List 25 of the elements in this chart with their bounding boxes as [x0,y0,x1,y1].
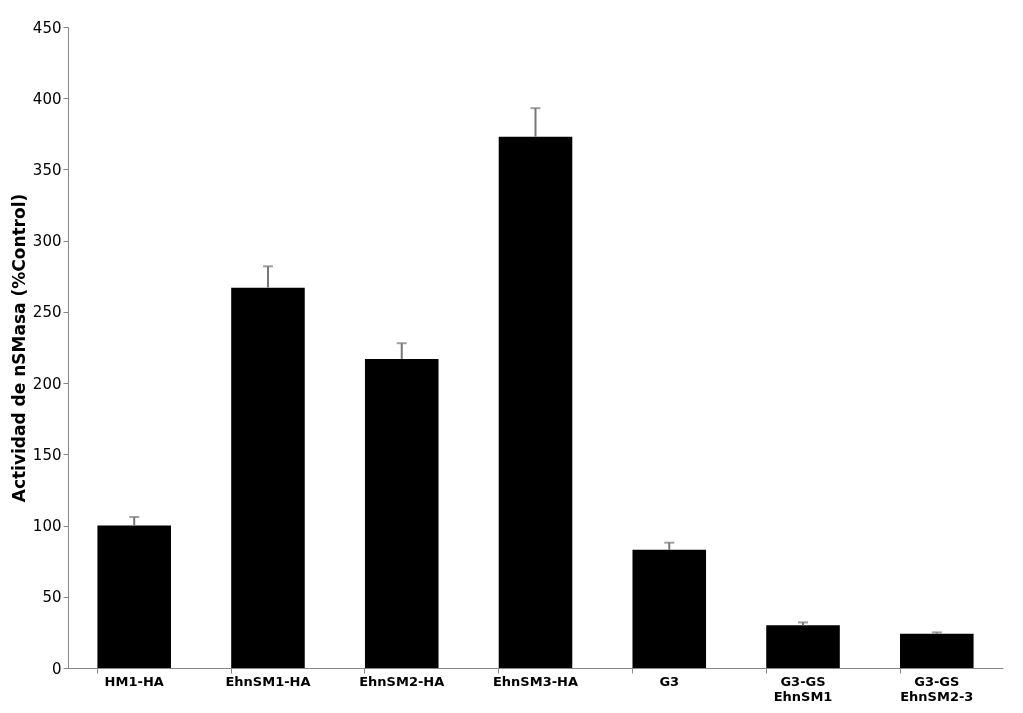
y-tick-label: 350 [32,160,62,179]
x-tick-label: G3 [659,673,680,689]
y-tick-label: 200 [32,374,62,393]
bar [364,358,439,668]
y-tick-label: 250 [32,303,62,322]
y-tick-label: 450 [32,18,62,37]
bar [766,625,840,668]
bar [97,525,171,668]
x-tick-label: G3-GS EhnSM2-3 [900,673,974,704]
y-tick-label: 100 [32,517,62,536]
bar [498,136,573,668]
x-tick-label: HM1-HA [104,673,164,689]
y-tick-label: 0 [51,659,62,678]
y-tick-label: 50 [42,588,62,607]
bar [231,287,305,668]
y-tick-label: 300 [32,232,62,251]
x-tick-label: EhnSM1-HA [225,673,311,689]
bar [632,549,707,668]
bar [900,633,974,668]
y-axis-title: Actividad de nSMasa (%Control) [8,193,29,503]
y-tick-label: 400 [32,89,62,108]
x-tick-label: EhnSM2-HA [359,673,445,689]
x-tick-label: EhnSM3-HA [492,673,579,689]
x-tick-label: G3-GS EhnSM1 [773,673,833,704]
y-tick-label: 150 [32,445,62,464]
